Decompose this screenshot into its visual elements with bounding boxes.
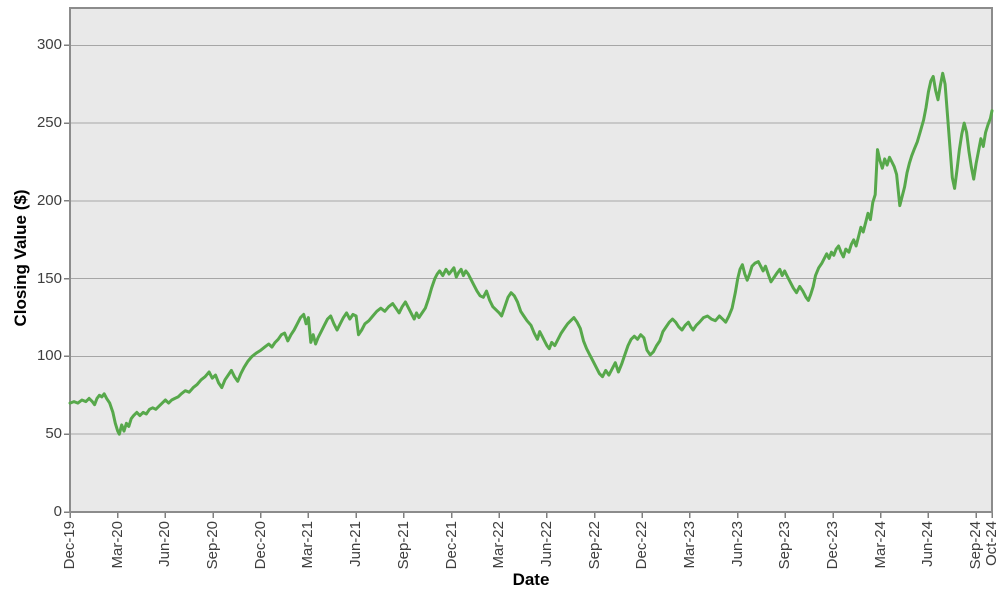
y-tick-label: 150 bbox=[36, 269, 62, 287]
x-tick-label: Jun-23 bbox=[728, 521, 746, 567]
x-tick-label: Dec-22 bbox=[633, 521, 651, 570]
x-tick-label: Jun-24 bbox=[919, 521, 937, 567]
x-tick-label: Sep-20 bbox=[204, 521, 222, 570]
x-tick-label: Mar-20 bbox=[108, 521, 126, 569]
y-axis-title: Closing Value ($) bbox=[11, 189, 30, 327]
x-tick-label: Mar-23 bbox=[680, 521, 698, 569]
x-tick-label: Sep-21 bbox=[394, 521, 412, 570]
x-tick-label: Sep-22 bbox=[585, 521, 603, 570]
x-tick-label: Dec-19 bbox=[61, 521, 78, 570]
x-tick-label: Jun-20 bbox=[156, 521, 174, 567]
closing-value-line bbox=[68, 71, 994, 436]
x-tick-label: Mar-21 bbox=[299, 521, 317, 569]
y-tick-label: 100 bbox=[36, 347, 62, 365]
x-tick-label: Sep-23 bbox=[776, 521, 794, 570]
x-tick-label: Sep-24 bbox=[967, 521, 985, 570]
x-tick-label: Dec-23 bbox=[824, 521, 842, 570]
x-tick-label: Jun-21 bbox=[347, 521, 365, 567]
x-tick-label: Mar-24 bbox=[871, 521, 889, 569]
y-tick-label: 300 bbox=[36, 36, 62, 54]
x-tick-label: Jun-22 bbox=[537, 521, 555, 567]
x-axis-title: Date bbox=[512, 570, 550, 589]
y-tick-label: 50 bbox=[45, 425, 62, 443]
plot-border bbox=[69, 7, 993, 513]
y-tick-label: 200 bbox=[36, 191, 62, 209]
x-tick-label: Oct-24 bbox=[983, 521, 1000, 567]
plot-background bbox=[70, 8, 992, 512]
y-tick-label: 250 bbox=[36, 114, 62, 132]
x-tick-label: Mar-22 bbox=[490, 521, 508, 569]
x-tick-label: Dec-21 bbox=[442, 521, 460, 570]
x-tick-label: Dec-20 bbox=[251, 521, 269, 570]
y-tick-label: 0 bbox=[53, 503, 62, 520]
